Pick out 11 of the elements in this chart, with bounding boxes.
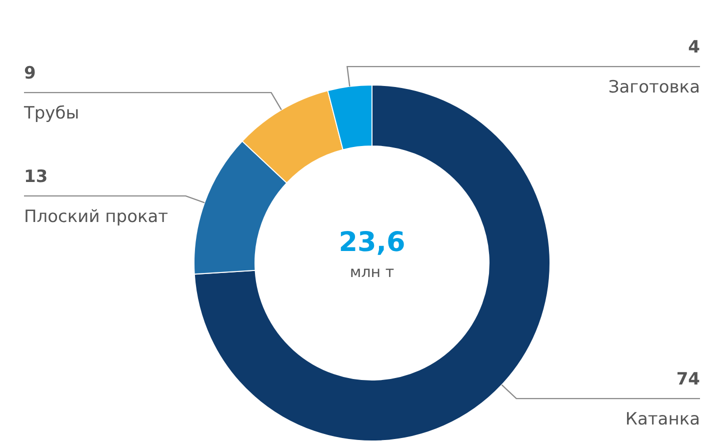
slice-label: Трубы [23, 104, 80, 124]
donut-slice [194, 84, 550, 442]
text: млн т [350, 263, 394, 281]
data-label: 13 [24, 166, 48, 187]
text: 23,6 [338, 227, 406, 258]
data-label: 4 [688, 38, 700, 58]
slice-label: Катанка [625, 410, 700, 430]
data-label: 74 [676, 370, 700, 390]
slice-label: Плоский прокат [24, 206, 168, 227]
data-label: 9 [24, 64, 36, 84]
slice-label: Заготовка [608, 78, 700, 98]
